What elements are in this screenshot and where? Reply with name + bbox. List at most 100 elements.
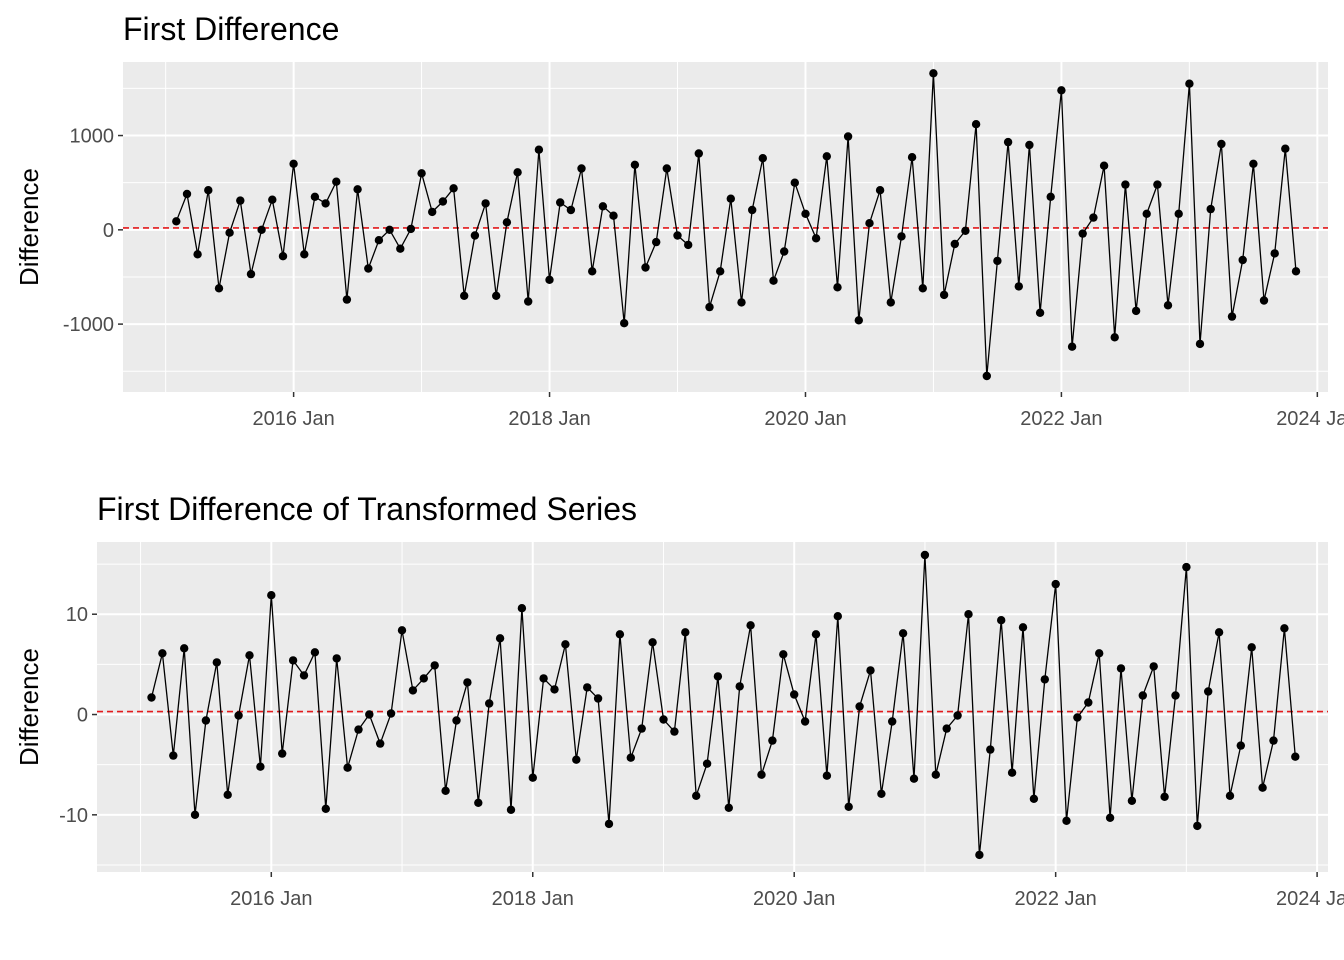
data-point xyxy=(1214,628,1224,637)
data-point xyxy=(190,810,200,819)
data-point xyxy=(572,755,581,764)
data-point xyxy=(1193,821,1202,831)
x-tick-label: 2024 Jan xyxy=(1276,408,1344,430)
data-point xyxy=(758,154,767,163)
data-point xyxy=(694,149,703,158)
data-point xyxy=(942,724,951,733)
data-point xyxy=(257,225,266,234)
data-point xyxy=(652,237,661,247)
data-point xyxy=(463,678,472,687)
data-point xyxy=(354,725,363,734)
data-point xyxy=(441,786,450,795)
data-point xyxy=(822,152,831,161)
y-tick-label: -1000 xyxy=(63,314,114,336)
x-tick-label: 2022 Jan xyxy=(1015,888,1097,910)
data-point xyxy=(374,236,384,245)
x-tick-label: 2020 Jan xyxy=(753,888,835,910)
data-point xyxy=(822,771,832,780)
data-point xyxy=(214,284,224,293)
data-point xyxy=(408,686,418,695)
data-point xyxy=(637,724,646,733)
data-point xyxy=(626,753,635,762)
data-point xyxy=(724,803,733,812)
data-point xyxy=(964,610,973,619)
data-point xyxy=(300,250,309,259)
chart-title: First Difference xyxy=(123,11,339,47)
data-point xyxy=(1259,296,1269,305)
data-point xyxy=(1258,783,1267,792)
data-point xyxy=(1174,209,1183,218)
data-point xyxy=(844,802,853,811)
data-point xyxy=(986,745,995,754)
data-point xyxy=(907,153,917,162)
data-point xyxy=(1089,213,1098,222)
data-point xyxy=(1236,741,1246,750)
data-point xyxy=(1153,180,1162,189)
data-point xyxy=(780,247,789,256)
series-line xyxy=(175,73,1297,377)
data-point xyxy=(343,763,352,772)
data-point xyxy=(918,284,927,293)
y-tick-label: 0 xyxy=(77,705,88,727)
data-point xyxy=(971,120,981,129)
plot-background xyxy=(123,62,1328,392)
data-point xyxy=(1291,267,1301,276)
data-point xyxy=(1116,664,1126,673)
x-tick-label: 2022 Jan xyxy=(1020,408,1102,430)
data-point xyxy=(1163,301,1173,310)
plot-background xyxy=(97,542,1328,872)
data-point xyxy=(417,169,426,178)
data-point xyxy=(428,207,437,217)
y-tick-label: -10 xyxy=(59,805,88,827)
data-point xyxy=(267,591,276,600)
data-point xyxy=(866,666,875,675)
data-point xyxy=(245,651,254,660)
data-point xyxy=(833,612,842,621)
data-point xyxy=(396,244,405,253)
chart-panel-1: -1000 0 1000 2016 Jan 2018 Jan 2020 Jan 2022 J… xyxy=(14,11,1344,430)
data-point xyxy=(1280,624,1289,633)
data-point xyxy=(169,751,178,760)
data-point xyxy=(1204,687,1213,696)
data-point xyxy=(1105,813,1115,822)
data-point xyxy=(430,661,439,670)
data-point xyxy=(843,132,853,141)
x-tick-label: 2020 Jan xyxy=(764,408,846,430)
data-point xyxy=(506,805,516,814)
chart-panel-2: -10 0 10 2016 Jan 2018 Jan 2020 Jan 2022 Jan 20… xyxy=(14,491,1344,910)
data-point xyxy=(975,850,984,860)
data-point xyxy=(485,699,494,708)
data-point xyxy=(909,774,919,783)
data-point xyxy=(460,291,469,300)
y-tick-label: 10 xyxy=(66,604,88,626)
data-point xyxy=(1227,312,1237,321)
data-point xyxy=(735,682,744,691)
data-point xyxy=(790,178,799,187)
x-tick-label: 2018 Jan xyxy=(508,408,590,430)
data-point xyxy=(769,276,778,285)
data-point xyxy=(748,205,757,215)
data-point xyxy=(1249,159,1258,168)
data-point xyxy=(385,225,394,234)
data-point xyxy=(1018,623,1028,632)
data-point xyxy=(1182,562,1191,572)
data-point xyxy=(1225,791,1235,800)
data-point xyxy=(386,709,396,718)
x-tick-label: 2016 Jan xyxy=(230,888,312,910)
data-point xyxy=(310,648,320,657)
data-point xyxy=(492,291,501,300)
data-point xyxy=(875,186,885,195)
data-point xyxy=(1057,86,1066,95)
data-point xyxy=(1238,255,1247,265)
data-point xyxy=(692,791,701,800)
data-point xyxy=(939,290,949,300)
data-point xyxy=(1029,794,1039,803)
data-point xyxy=(1035,308,1045,317)
data-point xyxy=(609,211,618,220)
data-point xyxy=(1149,662,1158,671)
data-point xyxy=(158,649,167,658)
y-axis-label: Difference xyxy=(14,168,44,286)
y-axis-label: Difference xyxy=(14,648,44,766)
data-point xyxy=(204,186,213,195)
data-point xyxy=(1281,144,1290,153)
